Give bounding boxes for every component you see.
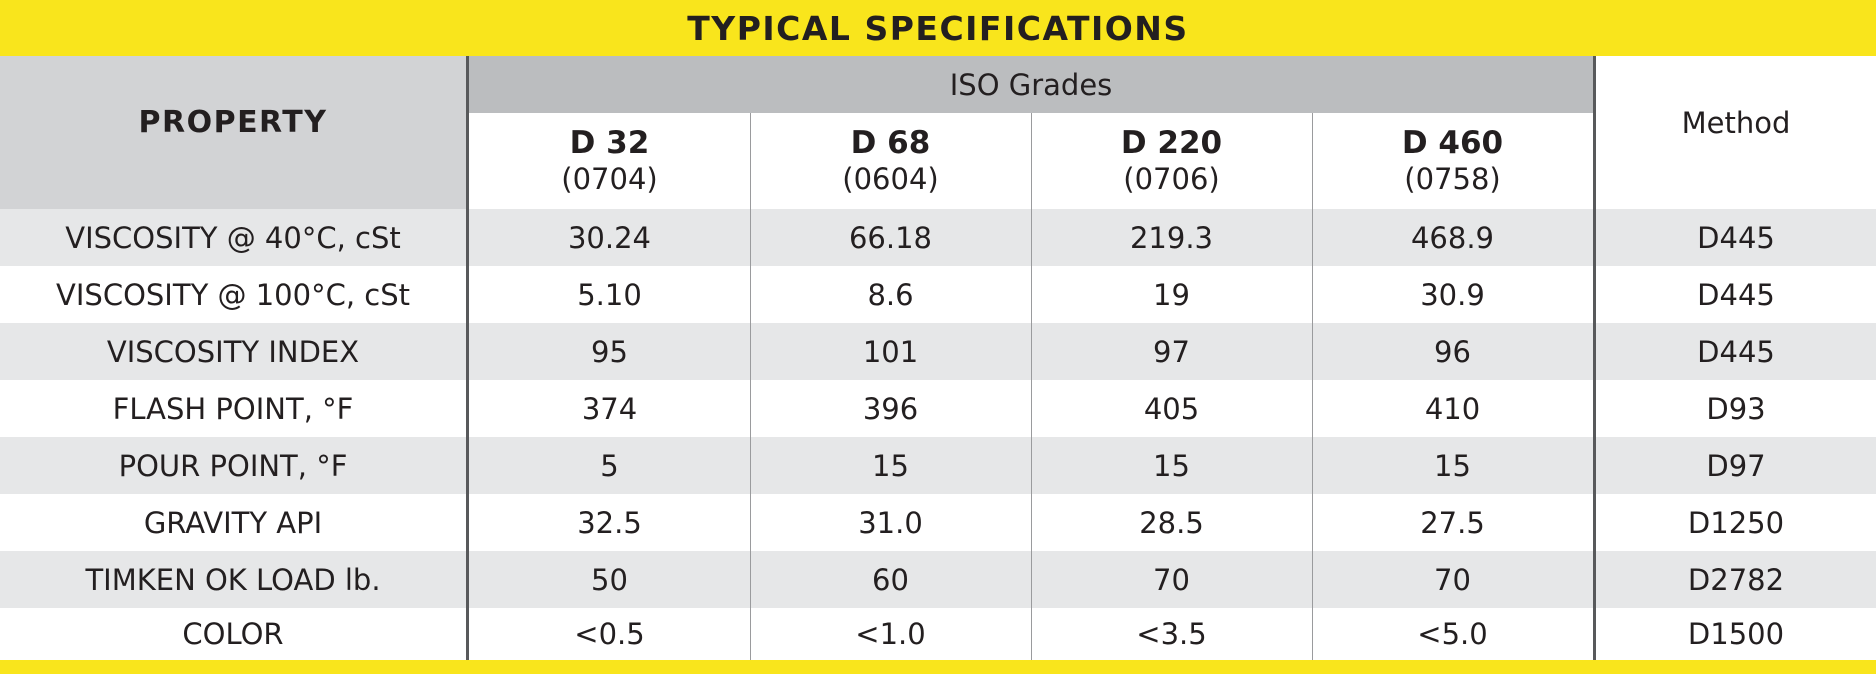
grade-header: D 32 (0704) [469, 113, 750, 209]
column-divider [1593, 56, 1596, 660]
table-row: TIMKEN OK LOAD lb. 50 60 70 70 D2782 [0, 551, 1876, 608]
value-cell: 5.10 [577, 277, 642, 312]
property-cell: VISCOSITY @ 100°C, cSt [56, 277, 410, 312]
value-cell: 30.9 [1420, 277, 1485, 312]
value-cell: 50 [591, 562, 628, 597]
table-row: VISCOSITY @ 40°C, cSt 30.24 66.18 219.3 … [0, 209, 1876, 266]
property-cell: COLOR [182, 617, 284, 651]
table-row: VISCOSITY INDEX 95 101 97 96 D445 [0, 323, 1876, 380]
value-cell: 70 [1153, 562, 1190, 597]
table-row: POUR POINT, °F 5 15 15 15 D97 [0, 437, 1876, 494]
value-cell: 70 [1434, 562, 1471, 597]
value-cell: 374 [581, 391, 638, 426]
value-cell: <3.5 [1136, 617, 1207, 651]
method-cell: D1250 [1687, 505, 1785, 540]
value-cell: <0.5 [574, 617, 645, 651]
property-cell: GRAVITY API [143, 505, 323, 540]
table-row: VISCOSITY @ 100°C, cSt 5.10 8.6 19 30.9 … [0, 266, 1876, 323]
grade-header: D 460 (0758) [1312, 113, 1593, 209]
method-cell: D445 [1697, 334, 1775, 369]
method-header: Method [1596, 56, 1876, 209]
value-cell: 15 [872, 448, 909, 483]
value-cell: 60 [872, 562, 909, 597]
value-cell: 27.5 [1420, 505, 1485, 540]
method-cell: D97 [1706, 448, 1766, 483]
grade-header: D 68 (0604) [750, 113, 1031, 209]
value-cell: <1.0 [855, 617, 926, 651]
grade-name: D 460 [1401, 125, 1504, 161]
grade-code: (0604) [842, 162, 939, 197]
column-divider [466, 56, 469, 660]
column-divider [1312, 113, 1313, 660]
property-header: PROPERTY [138, 105, 328, 140]
table-row: COLOR <0.5 <1.0 <3.5 <5.0 D1500 [0, 608, 1876, 660]
value-cell: 101 [862, 334, 919, 369]
property-cell: FLASH POINT, °F [112, 391, 354, 426]
grade-code: (0704) [561, 162, 658, 197]
value-cell: <5.0 [1417, 617, 1488, 651]
value-cell: 410 [1424, 391, 1481, 426]
column-divider [750, 113, 751, 660]
property-cell: VISCOSITY INDEX [106, 334, 360, 369]
title-bar: TYPICAL SPECIFICATIONS [0, 0, 1876, 56]
value-cell: 32.5 [577, 505, 642, 540]
value-cell: 19 [1153, 277, 1190, 312]
property-header-cell: PROPERTY [0, 56, 466, 209]
value-cell: 15 [1153, 448, 1190, 483]
table-title: TYPICAL SPECIFICATIONS [687, 8, 1189, 48]
value-cell: 30.24 [567, 220, 652, 255]
grade-code: (0758) [1404, 162, 1501, 197]
value-cell: 396 [862, 391, 919, 426]
value-cell: 31.0 [858, 505, 923, 540]
table-row: GRAVITY API 32.5 31.0 28.5 27.5 D1250 [0, 494, 1876, 551]
bottom-accent-bar [0, 660, 1876, 674]
value-cell: 405 [1143, 391, 1200, 426]
property-cell: VISCOSITY @ 40°C, cSt [65, 220, 401, 255]
method-cell: D445 [1697, 277, 1775, 312]
method-cell: D93 [1706, 391, 1766, 426]
value-cell: 5 [600, 448, 619, 483]
value-cell: 219.3 [1129, 220, 1214, 255]
table-row: FLASH POINT, °F 374 396 405 410 D93 [0, 380, 1876, 437]
method-cell: D2782 [1687, 562, 1785, 597]
column-divider [1031, 113, 1032, 660]
value-cell: 66.18 [848, 220, 933, 255]
value-cell: 97 [1153, 334, 1190, 369]
method-cell: D1500 [1687, 617, 1785, 651]
property-cell: POUR POINT, °F [118, 448, 348, 483]
value-cell: 96 [1434, 334, 1471, 369]
grade-code: (0706) [1123, 162, 1220, 197]
value-cell: 28.5 [1139, 505, 1204, 540]
value-cell: 8.6 [867, 277, 914, 312]
method-cell: D445 [1697, 220, 1775, 255]
grade-header: D 220 (0706) [1031, 113, 1312, 209]
property-cell: TIMKEN OK LOAD lb. [85, 562, 381, 597]
method-header-label: Method [1681, 105, 1791, 140]
grade-name: D 32 [569, 125, 650, 161]
value-cell: 15 [1434, 448, 1471, 483]
value-cell: 468.9 [1410, 220, 1495, 255]
iso-grades-header: ISO Grades [469, 56, 1593, 113]
value-cell: 95 [591, 334, 628, 369]
grade-name: D 220 [1120, 125, 1223, 161]
grade-name: D 68 [850, 125, 931, 161]
